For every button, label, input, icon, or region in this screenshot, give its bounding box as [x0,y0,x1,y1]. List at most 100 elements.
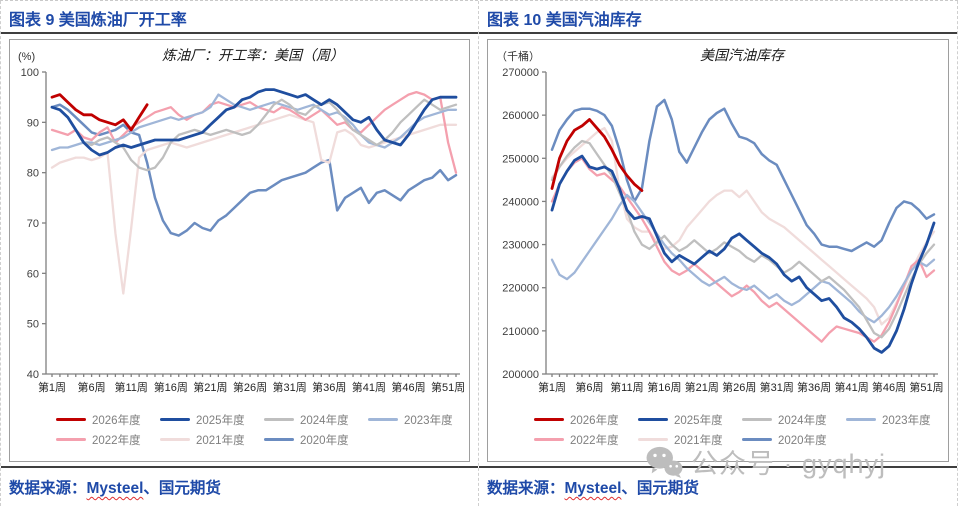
chart-title: 炼油厂：开工率：美国（周） [162,48,344,64]
y-tick-label: 100 [20,67,38,79]
x-tick-label: 第6周 [575,380,603,394]
legend-line-swatch [846,418,876,422]
y-tick-label: 270000 [502,67,539,79]
series-line-2020年度 [550,98,936,253]
y-axis-unit: （千桶） [496,49,540,63]
legend-label: 2023年度 [404,414,453,427]
x-tick-label: 第16周 [153,380,187,394]
x-tick-label: 第51周 [909,380,943,394]
x-tick-label: 第11周 [114,380,147,394]
legend-line-swatch [264,438,294,442]
legend-line-swatch [638,418,668,422]
x-tick-label: 第21周 [193,380,227,394]
watermark-text: 公众号 · gyqhyj [691,449,887,479]
legend-item: 2021年度 [160,432,264,448]
gasoline-chart-legend: 2026年度 2025年度 2024年度 2023年度 2022年度 2021年度 2020… [534,412,958,448]
legend-item: 2023年度 [846,412,950,428]
series-line-2024年度 [550,139,936,339]
legend-item: 2020年度 [264,432,368,448]
legend-item: 2024年度 [742,412,846,428]
legend-label: 2020年度 [300,434,349,447]
x-tick-label: 第11周 [610,380,643,394]
y-tick-label: 260000 [502,110,539,122]
legend-line-swatch [56,438,86,442]
x-tick-label: 第1周 [538,380,566,394]
legend-label: 2021年度 [196,434,245,447]
series-line-2025年度 [50,88,457,157]
wechat-icon [646,446,683,478]
legend-line-swatch [742,418,772,422]
x-tick-label: 第36周 [797,380,831,394]
source-prefix: 数据来源： [9,480,87,498]
legend-label: 2024年度 [300,414,349,427]
y-tick-label: 220000 [502,283,539,295]
chart-title: 美国汽油库存 [700,48,786,64]
legend-label: 2026年度 [92,414,141,427]
legend-item: 2024年度 [264,412,368,428]
gasoline-chart-box: 美国汽油库存 （千桶） 200000 210000 220000 230000 240000… [487,38,949,463]
refinery-utilization-chart: 炼油厂：开工率：美国（周） (%) 40 50 60 70 80 90 100 第1周 第6周 第11… [18,48,465,394]
x-tick-label: 第36周 [312,380,346,394]
source-vendor: Mysteel [564,480,622,498]
y-tick-label: 70 [26,218,38,230]
series-line-2026年度 [550,118,644,192]
legend-label: 2021年度 [674,434,723,447]
x-tick-label: 第21周 [685,380,719,394]
legend-item: 2026年度 [56,412,160,428]
legend-line-swatch [742,438,772,442]
y-tick-label: 50 [26,319,38,331]
y-tick-label: 250000 [502,153,539,165]
gasoline-chart-frame: 美国汽油库存 （千桶） 200000 210000 220000 230000 240000… [479,34,957,466]
legend-item: 2022年度 [56,432,160,448]
y-tick-label: 230000 [502,240,539,252]
legend-label: 2023年度 [882,414,931,427]
legend-item: 2020年度 [742,432,846,448]
refinery-chart-frame: 炼油厂：开工率：美国（周） (%) 40 50 60 70 80 90 100 第1周 第6周 第11… [1,34,478,466]
legend-label: 2022年度 [92,434,141,447]
legend-label: 2025年度 [196,414,245,427]
figure-10-header: 图表 10 美国汽油库存 [479,1,957,34]
series-line-2021年度 [550,126,936,326]
series-line-2026年度 [50,93,149,132]
legend-label: 2020年度 [778,434,827,447]
figure-9-header: 图表 9 美国炼油厂开工率 [1,1,478,34]
y-tick-label: 60 [26,268,38,280]
legend-line-swatch [56,418,86,422]
x-tick-label: 第6周 [77,380,105,394]
legend-line-swatch [534,418,564,422]
x-tick-label: 第41周 [834,380,868,394]
series-line-2023年度 [50,93,457,152]
x-tick-label: 第1周 [37,380,65,394]
legend-label: 2025年度 [674,414,723,427]
source-prefix: 数据来源： [487,480,565,498]
panel-gasoline-inventory: 图表 10 美国汽油库存 美国汽油库存 （千桶） 200000 210000 22000… [479,1,958,506]
figure-10-source: 数据来源：Mysteel、国元期货 [479,466,957,506]
x-tick-label: 第46周 [872,380,906,394]
series-line-2020年度 [50,103,457,237]
legend-line-swatch [638,438,668,442]
series-line-2025年度 [550,154,936,354]
legend-line-swatch [160,418,190,422]
y-tick-label: 210000 [502,326,539,338]
legend-item: 2025年度 [638,412,742,428]
y-tick-label: 200000 [502,369,539,381]
legend-line-swatch [534,438,564,442]
y-tick-label: 240000 [502,196,539,208]
source-vendor: Mysteel [86,480,144,498]
series-line-2022年度 [50,90,457,174]
legend-item: 2022年度 [534,432,638,448]
legend-label: 2026年度 [570,414,619,427]
x-tick-label: 第41周 [351,380,385,394]
x-tick-label: 第31周 [272,380,306,394]
legend-line-swatch [264,418,294,422]
legend-item: 2025年度 [160,412,264,428]
y-tick-label: 90 [26,117,38,129]
legend-line-swatch [160,438,190,442]
source-suffix: 、国元期货 [143,480,221,498]
legend-item: 2023年度 [368,412,472,428]
refinery-chart-legend: 2026年度 2025年度 2024年度 2023年度 2022年度 2021年度 2020… [56,412,492,448]
y-axis-unit: (%) [18,51,35,63]
series-line-2023年度 [550,193,936,324]
x-tick-label: 第51周 [430,380,464,394]
